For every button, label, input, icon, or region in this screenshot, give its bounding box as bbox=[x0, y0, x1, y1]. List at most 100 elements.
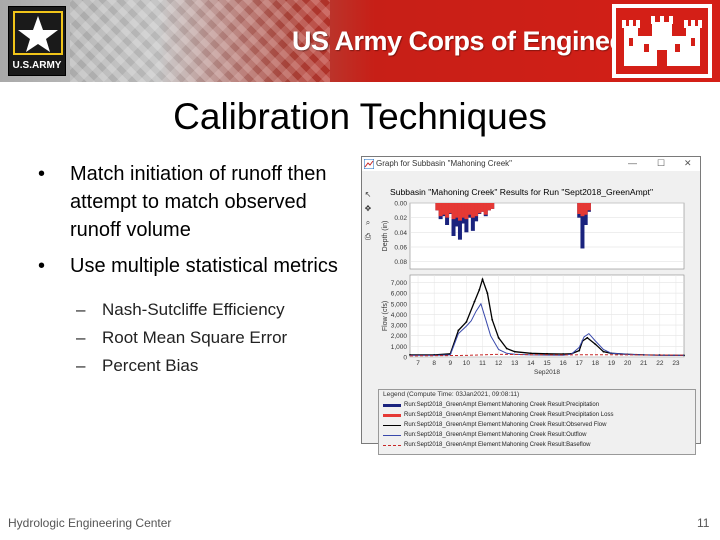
precip-bar bbox=[454, 203, 459, 218]
print-icon[interactable]: ⎙ bbox=[364, 232, 372, 241]
flow-x-tick-label: 13 bbox=[511, 360, 519, 367]
legend-text: Run:Sept2018_GreenAmpt Element:Mahoning … bbox=[404, 402, 600, 408]
observed-flow-point bbox=[473, 300, 476, 303]
legend-item: Run:Sept2018_GreenAmpt Element:Mahoning … bbox=[383, 431, 695, 440]
precip-bar bbox=[477, 203, 482, 214]
flow-series-baseflow bbox=[409, 353, 685, 357]
observed-flow-point bbox=[578, 349, 581, 352]
legend-swatch bbox=[383, 435, 401, 436]
precip-tick-label: 0.06 bbox=[394, 245, 407, 252]
observed-flow-point bbox=[497, 336, 500, 339]
bullet-item: • Use multiple statistical metrics bbox=[38, 252, 338, 280]
flow-tick-label: 3,000 bbox=[391, 323, 408, 330]
flow-x-tick-label: 7 bbox=[416, 360, 420, 367]
plot-title: Subbasin "Mahoning Creek" Results for Ru… bbox=[390, 187, 653, 197]
maximize-icon[interactable]: ☐ bbox=[657, 158, 666, 168]
legend-title: Legend (Compute Time: 03Jan2021, 09:08:1… bbox=[383, 391, 520, 398]
page-number: 11 bbox=[697, 516, 710, 530]
legend-text: Run:Sept2018_GreenAmpt Element:Mahoning … bbox=[404, 442, 591, 448]
sub-bullet-item: – Nash-Sutcliffe Efficiency bbox=[38, 296, 338, 324]
flow-tick-label: 5,000 bbox=[391, 301, 408, 308]
flow-x-tick-label: 17 bbox=[576, 360, 584, 367]
flow-x-axis-label: Sep2018 bbox=[534, 369, 560, 376]
legend-item: Run:Sept2018_GreenAmpt Element:Mahoning … bbox=[383, 411, 695, 420]
legend-item: Run:Sept2018_GreenAmpt Element:Mahoning … bbox=[383, 441, 695, 450]
flow-tick-label: 0 bbox=[403, 355, 407, 362]
precip-bar bbox=[451, 203, 456, 220]
flow-x-tick-label: 12 bbox=[495, 360, 503, 367]
observed-flow-point bbox=[505, 347, 508, 350]
legend-item: Run:Sept2018_GreenAmpt Element:Mahoning … bbox=[383, 421, 695, 430]
flow-axis-label: Flow (cfs) bbox=[382, 301, 389, 331]
footer-org: Hydrologic Engineering Center bbox=[8, 516, 172, 530]
precip-bar bbox=[464, 203, 469, 220]
observed-flow-point bbox=[546, 352, 548, 355]
slide-title: Calibration Techniques bbox=[173, 96, 547, 137]
castle-icon bbox=[622, 16, 702, 66]
observed-flow-point bbox=[491, 318, 494, 321]
flow-x-tick-label: 19 bbox=[608, 360, 616, 367]
precip-bar bbox=[486, 203, 491, 211]
minimize-icon[interactable]: — bbox=[628, 158, 637, 168]
flow-tick-label: 1,000 bbox=[391, 344, 408, 351]
camo-pattern bbox=[70, 0, 330, 82]
header-banner: U.S.ARMY US Army Corps of Engineers bbox=[0, 0, 720, 82]
flow-tick-label: 6,000 bbox=[391, 291, 408, 298]
close-icon[interactable]: ✕ bbox=[684, 158, 692, 168]
army-star-box bbox=[13, 11, 63, 55]
graph-window[interactable]: Graph for Subbasin "Mahoning Creek" — ☐ … bbox=[361, 156, 701, 455]
graph-toolbar: ↖ ✥ ⌕ ⎙ bbox=[363, 189, 375, 245]
bullet-text: Match initiation of runoff then attempt … bbox=[70, 163, 327, 241]
window-title: Graph for Subbasin "Mahoning Creek" bbox=[376, 159, 512, 168]
bullet-list: • Match initiation of runoff then attemp… bbox=[38, 160, 338, 380]
legend-text: Run:Sept2018_GreenAmpt Element:Mahoning … bbox=[404, 422, 607, 428]
precip-bar bbox=[490, 203, 495, 209]
observed-flow-point bbox=[478, 289, 481, 291]
legend-swatch bbox=[383, 425, 401, 426]
precip-bar bbox=[577, 203, 582, 214]
bullet-text: Use multiple statistical metrics bbox=[70, 255, 338, 277]
bullet-glyph: • bbox=[38, 255, 46, 277]
observed-flow-point bbox=[602, 350, 605, 353]
dash-glyph: – bbox=[76, 300, 86, 319]
window-titlebar[interactable]: Graph for Subbasin "Mahoning Creek" — ☐ … bbox=[362, 157, 700, 171]
flow-x-tick-label: 21 bbox=[640, 360, 648, 367]
legend-text: Run:Sept2018_GreenAmpt Element:Mahoning … bbox=[404, 432, 587, 438]
hydrograph-chart: 0.00 0.02 0.04 0.06 0.08 Depth (in) 0 1,000 2,00… bbox=[382, 201, 685, 376]
sub-bullet-text: Root Mean Square Error bbox=[102, 328, 288, 347]
zoom-icon[interactable]: ⌕ bbox=[365, 218, 371, 227]
precip-bar bbox=[448, 203, 453, 214]
sub-bullet-list: – Nash-Sutcliffe Efficiency – Root Mean … bbox=[38, 296, 338, 380]
flow-tick-label: 2,000 bbox=[391, 333, 408, 340]
precip-bar bbox=[480, 203, 485, 212]
precip-bar bbox=[470, 203, 475, 218]
move-icon[interactable]: ✥ bbox=[364, 204, 372, 213]
flow-x-tick-label: 14 bbox=[527, 360, 535, 367]
bullet-item: • Match initiation of runoff then attemp… bbox=[38, 160, 338, 244]
sub-bullet-text: Nash-Sutcliffe Efficiency bbox=[102, 300, 285, 319]
window-body: ↖ ✥ ⌕ ⎙ Subbasin "Mahoning Creek" Result… bbox=[362, 171, 700, 455]
flow-x-tick-label: 16 bbox=[560, 360, 568, 367]
flow-x-tick-label: 20 bbox=[624, 360, 632, 367]
graph-app-icon bbox=[364, 159, 374, 169]
army-logo: U.S.ARMY bbox=[8, 6, 66, 76]
legend-item: Run:Sept2018_GreenAmpt Element:Mahoning … bbox=[383, 401, 695, 410]
observed-flow-point bbox=[586, 336, 589, 339]
army-logo-text: U.S.ARMY bbox=[12, 60, 62, 71]
flow-x-tick-label: 22 bbox=[656, 360, 664, 367]
legend-text: Run:Sept2018_GreenAmpt Element:Mahoning … bbox=[404, 412, 614, 418]
arrow-icon[interactable]: ↖ bbox=[364, 190, 372, 199]
flow-x-tick-label: 23 bbox=[672, 360, 680, 367]
flow-x-tick-label: 18 bbox=[592, 360, 600, 367]
flow-x-tick-label: 15 bbox=[543, 360, 551, 367]
precip-bar bbox=[580, 203, 585, 249]
precip-tick-label: 0.08 bbox=[394, 259, 407, 266]
precip-bar bbox=[461, 203, 466, 218]
precip-bar bbox=[457, 203, 462, 240]
precip-tick-label: 0.02 bbox=[394, 215, 407, 222]
precip-bar bbox=[580, 203, 585, 217]
flow-x-tick-label: 9 bbox=[448, 360, 452, 367]
precip-bar bbox=[467, 203, 472, 215]
banner-title: US Army Corps of Engineers bbox=[292, 26, 649, 56]
legend-swatch bbox=[383, 404, 401, 407]
